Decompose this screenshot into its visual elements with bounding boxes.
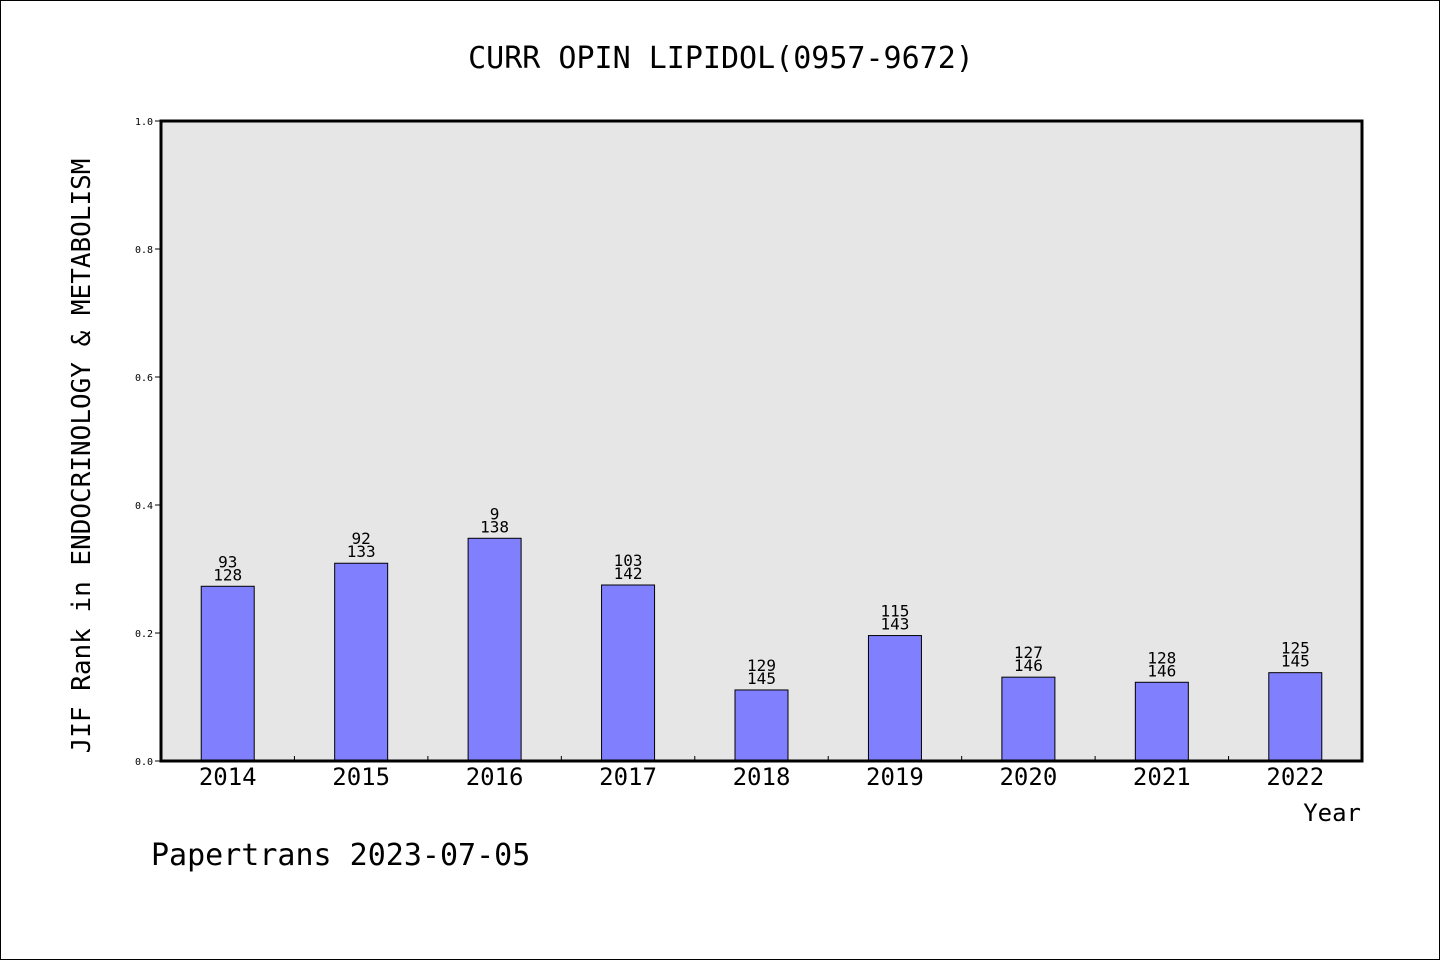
bar-label-total: 146	[1014, 656, 1043, 675]
bar-label-rank: 125	[1281, 639, 1310, 658]
chart-title: CURR OPIN LIPIDOL(0957-9672)	[468, 41, 974, 76]
bar-label-rank: 93	[218, 552, 237, 571]
bar	[601, 584, 656, 762]
bar-label-total: 138	[480, 517, 509, 536]
x-tick-label: 2016	[466, 763, 524, 791]
x-tick-label: 2015	[332, 763, 390, 791]
x-axis-label: Year	[1303, 799, 1361, 827]
y-tick-label: 1.0	[135, 117, 153, 128]
bar-label-total: 145	[1281, 652, 1310, 671]
bar	[200, 585, 255, 762]
bar-label-rank: 103	[614, 551, 643, 570]
plot-border	[159, 119, 1364, 763]
y-tick-label: 0.4	[135, 501, 153, 512]
bar	[1001, 676, 1056, 762]
y-axis-label: JIF Rank in ENDOCRINOLOGY & METABOLISM	[67, 159, 97, 754]
bar-label-total: 142	[614, 564, 643, 583]
bar-label-rank: 128	[1147, 648, 1176, 667]
y-tick-label: 0.6	[135, 373, 153, 384]
bar-label-rank: 127	[1014, 643, 1043, 662]
bar-label-total: 128	[213, 565, 242, 584]
bar-label-total: 146	[1147, 661, 1176, 680]
x-tick-label: 2020	[999, 763, 1057, 791]
bar-label-rank: 9	[490, 504, 500, 523]
bar-label-total: 145	[747, 669, 776, 688]
footer-text: Papertrans 2023-07-05	[151, 838, 530, 873]
x-tick-label: 2022	[1266, 763, 1324, 791]
bar	[867, 635, 922, 762]
x-tick-label: 2017	[599, 763, 657, 791]
y-tick-label: 0.8	[135, 245, 153, 256]
bar-label-rank: 129	[747, 656, 776, 675]
bar	[1134, 681, 1189, 762]
bar	[1268, 672, 1323, 762]
x-tick-label: 2019	[866, 763, 924, 791]
y-axis: 0.0 0.2 0.4 0.6 0.8 1.0	[135, 117, 161, 768]
bar	[734, 689, 789, 762]
bar-label-total: 133	[347, 542, 376, 561]
x-axis: 2014 2015 2016 2017 2018 2019 2020 2021 2022	[199, 756, 1324, 791]
bar-label-rank: 92	[352, 529, 371, 548]
bar-label-total: 143	[880, 615, 909, 634]
bar	[334, 562, 389, 762]
y-tick-label: 0.2	[135, 629, 153, 640]
bars-group: 1289313392138914210314512914311514612714…	[200, 504, 1323, 762]
y-tick-label: 0.0	[135, 757, 153, 768]
bar	[467, 537, 522, 762]
bar-label-rank: 115	[880, 602, 909, 621]
x-tick-label: 2021	[1133, 763, 1191, 791]
x-tick-label: 2018	[733, 763, 791, 791]
x-tick-label: 2014	[199, 763, 257, 791]
